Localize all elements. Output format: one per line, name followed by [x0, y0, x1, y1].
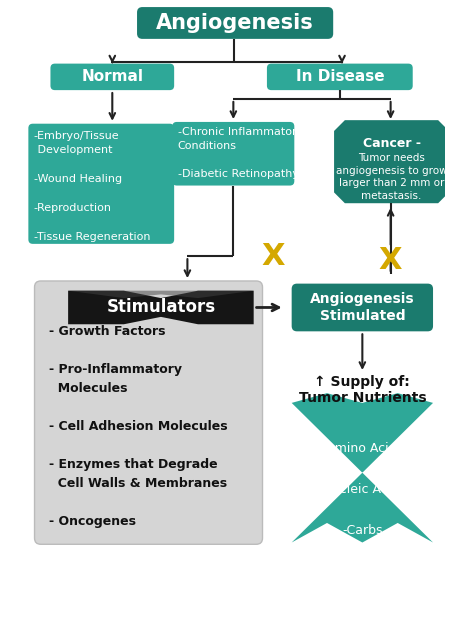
FancyBboxPatch shape: [267, 63, 412, 90]
Text: -Embryo/Tissue
 Development

-Wound Healing

-Reproduction

-Tissue Regeneration: -Embryo/Tissue Development -Wound Healin…: [34, 131, 150, 270]
Text: -Chronic Inflammatory
Conditions

-Diabetic Retinopathy: -Chronic Inflammatory Conditions -Diabet…: [178, 127, 302, 179]
FancyBboxPatch shape: [172, 122, 294, 186]
Text: In Disease: In Disease: [295, 69, 383, 84]
FancyBboxPatch shape: [291, 283, 432, 332]
Polygon shape: [68, 291, 253, 298]
Text: Cancer -: Cancer -: [362, 137, 420, 150]
Text: X: X: [378, 246, 402, 275]
Text: Tumor needs
angiogenesis to grow
larger than 2 mm or
metastasis.: Tumor needs angiogenesis to grow larger …: [335, 153, 446, 201]
FancyBboxPatch shape: [34, 281, 262, 544]
Text: Stimulators: Stimulators: [106, 299, 215, 316]
Text: X: X: [261, 242, 284, 271]
Text: Angiogenesis: Angiogenesis: [156, 13, 313, 33]
Text: Normal: Normal: [81, 69, 143, 84]
Text: -Amino Acids

-Nucleic Acids

-Carbs

-Oxygen

-Growth Factors: -Amino Acids -Nucleic Acids -Carbs -Oxyg…: [312, 442, 411, 619]
Polygon shape: [333, 120, 448, 204]
Polygon shape: [291, 393, 432, 543]
Polygon shape: [68, 291, 253, 324]
FancyBboxPatch shape: [137, 7, 333, 39]
Text: Angiogenesis
Stimulated: Angiogenesis Stimulated: [309, 292, 414, 323]
FancyBboxPatch shape: [50, 63, 174, 90]
Text: - Growth Factors

- Pro-Inflammatory
  Molecules

- Cell Adhesion Molecules

- E: - Growth Factors - Pro-Inflammatory Mole…: [49, 325, 227, 528]
Text: ↑ Supply of:
Tumor Nutrients: ↑ Supply of: Tumor Nutrients: [298, 375, 425, 405]
FancyBboxPatch shape: [28, 124, 174, 244]
